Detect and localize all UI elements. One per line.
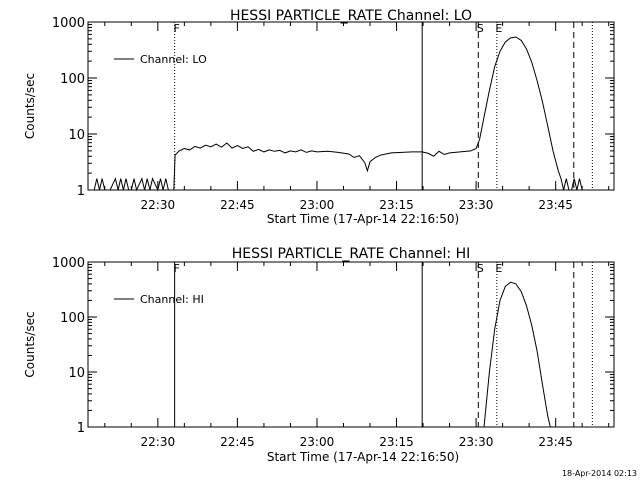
event-marker-label: S (477, 262, 484, 275)
x-tick-label: 23:30 (459, 198, 494, 212)
x-axis-label: Start Time (17-Apr-14 22:16:50) (267, 450, 459, 464)
timestamp: 18-Apr-2014 02:13 (562, 469, 637, 478)
chart-title: HESSI PARTICLE_RATE Channel: LO (230, 8, 472, 24)
x-tick-label: 22:30 (141, 198, 176, 212)
y-tick-label: 1000 (52, 16, 85, 31)
plot-frame (87, 261, 615, 428)
x-tick-label: 22:30 (141, 435, 176, 449)
event-marker-label: E (495, 262, 502, 275)
y-tick-label: 100 (60, 72, 85, 87)
y-tick-label: 10 (68, 366, 85, 381)
x-tick-label: 23:00 (300, 435, 335, 449)
hi-channel-panel: HESSI PARTICLE_RATE Channel: HI Counts/se… (23, 246, 615, 464)
y-tick-label: 1 (77, 184, 85, 199)
series-line (88, 36, 588, 192)
y-axis-label: Counts/sec (23, 73, 37, 139)
y-tick-label: 10 (68, 128, 85, 143)
event-marker-label: S (477, 22, 484, 35)
event-marker-label: F (173, 262, 179, 275)
plot-frame (87, 21, 615, 191)
y-tick-label: 100 (60, 311, 85, 326)
event-marker-label: F (173, 22, 179, 35)
x-tick-label: 23:15 (379, 435, 414, 449)
x-tick-label: 23:30 (459, 435, 494, 449)
y-axis-label: Counts/sec (23, 311, 37, 377)
lo-channel-panel: HESSI PARTICLE_RATE Channel: LO Counts/se… (23, 8, 615, 226)
legend-entry: Channel: LO (140, 53, 207, 66)
x-tick-label: 22:45 (220, 198, 255, 212)
x-tick-label: 23:45 (538, 435, 573, 449)
x-tick-label: 23:45 (538, 198, 573, 212)
series-line (483, 281, 551, 428)
y-tick-label: 1 (77, 421, 85, 436)
x-tick-label: 23:00 (300, 198, 335, 212)
y-tick-label: 1000 (52, 256, 85, 271)
x-tick-label: 23:15 (379, 198, 414, 212)
x-tick-label: 22:45 (220, 435, 255, 449)
legend-entry: Channel: HI (140, 293, 204, 306)
event-marker-label: E (495, 22, 502, 35)
chart-title: HESSI PARTICLE_RATE Channel: HI (232, 246, 470, 262)
x-axis-label: Start Time (17-Apr-14 22:16:50) (267, 212, 459, 226)
